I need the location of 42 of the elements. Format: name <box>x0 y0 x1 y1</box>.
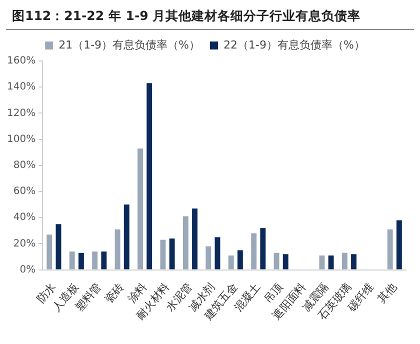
y-tick-label: 60% <box>13 186 36 198</box>
bar <box>319 255 325 270</box>
y-tick-label: 0% <box>20 264 36 276</box>
y-tick-label: 160% <box>6 56 36 67</box>
bar <box>228 255 234 270</box>
y-tick-label: 100% <box>6 134 36 145</box>
bar <box>169 238 175 270</box>
bar <box>114 229 120 270</box>
bar <box>351 254 356 270</box>
x-tick-label: 其他 <box>375 280 400 306</box>
bar <box>251 233 257 270</box>
y-tick-label: 120% <box>6 108 36 119</box>
bar <box>101 252 107 270</box>
y-tick-label: 140% <box>6 82 36 93</box>
chart-title: 图112：21-22 年 1-9 月其他建材各细分子行业有息负债率 <box>6 0 414 30</box>
y-tick-label: 80% <box>13 160 36 171</box>
bar <box>206 246 212 270</box>
bar <box>396 220 402 270</box>
bar <box>342 252 348 270</box>
bar <box>46 234 52 270</box>
bar <box>92 252 98 270</box>
x-tick-label: 瓷砖 <box>102 280 127 306</box>
bar <box>192 208 198 270</box>
bar <box>214 237 220 270</box>
bar <box>182 216 188 270</box>
bar <box>160 240 166 270</box>
legend-label: 22（1-9）有息负债率（%） <box>224 38 365 52</box>
bar <box>124 204 130 270</box>
bar <box>328 255 334 270</box>
bar <box>78 252 84 270</box>
bar <box>56 224 62 270</box>
bar <box>274 252 280 270</box>
bar <box>387 229 393 270</box>
bar <box>237 250 243 270</box>
bar <box>146 83 152 270</box>
bar <box>282 254 288 270</box>
y-tick-label: 40% <box>13 212 36 224</box>
legend-label: 21（1-9）有息负债率（%） <box>58 38 200 52</box>
bar <box>138 148 143 270</box>
bar <box>69 252 75 270</box>
y-tick-label: 20% <box>13 238 36 250</box>
bar <box>260 228 266 270</box>
